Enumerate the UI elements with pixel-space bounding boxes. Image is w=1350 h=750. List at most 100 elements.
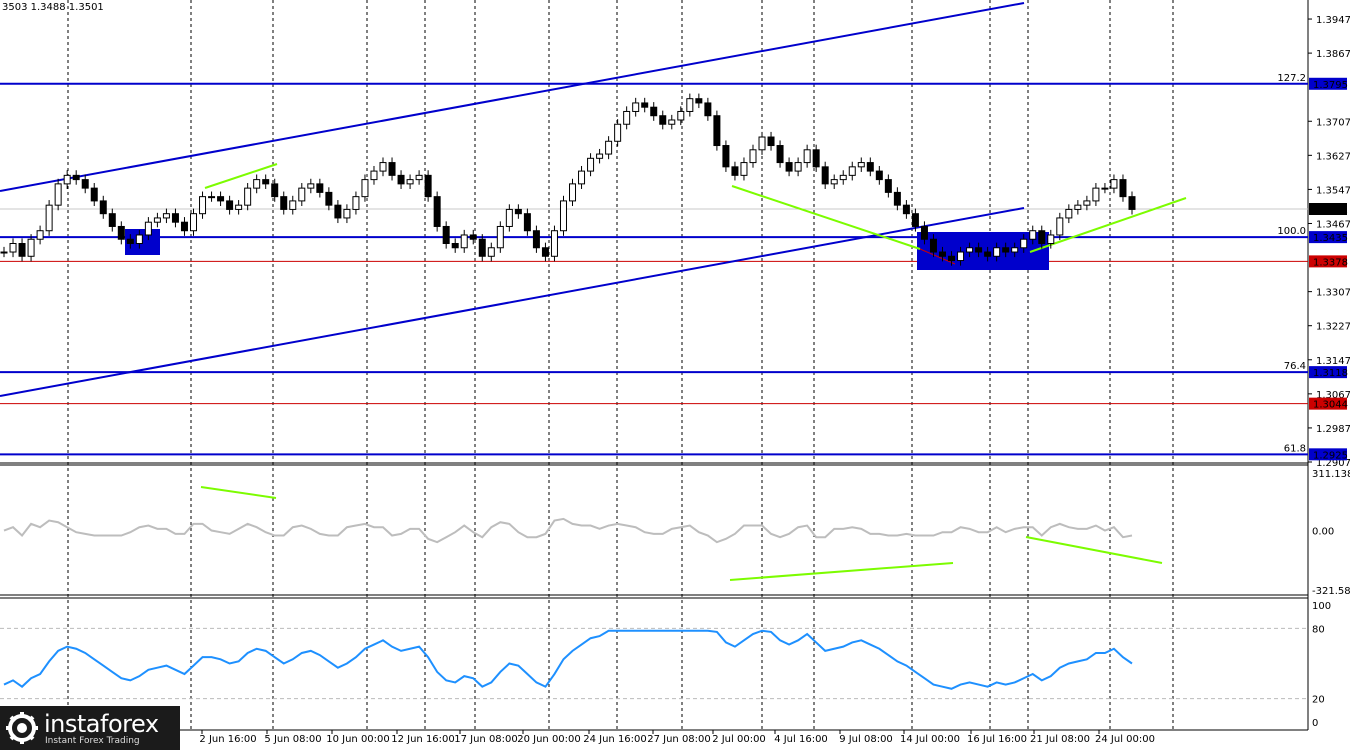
candle-body xyxy=(81,179,89,189)
candlesticks xyxy=(0,93,1136,266)
candle-body xyxy=(1110,179,1118,189)
candle-body xyxy=(740,162,748,176)
price-marker-box xyxy=(1309,366,1347,379)
rsi-tick-label: 80 xyxy=(1312,624,1325,635)
candle-body xyxy=(749,149,757,164)
price-marker-box xyxy=(1309,255,1347,268)
cci-polyline xyxy=(3,517,1133,544)
candle-body xyxy=(1128,196,1136,210)
candle-body xyxy=(605,140,613,155)
candle-body xyxy=(578,170,586,185)
candle-body xyxy=(262,179,270,185)
candle-body xyxy=(153,217,161,223)
price-tick-label: 1.3227 xyxy=(1316,322,1350,333)
candle-body xyxy=(523,213,531,232)
candle-body xyxy=(199,196,207,215)
price-tick-label: 1.3627 xyxy=(1316,151,1350,162)
candle-body xyxy=(352,196,360,210)
price-tick-label: 1.3867 xyxy=(1316,49,1350,60)
grid-lines xyxy=(0,0,1309,731)
candle-body xyxy=(948,255,956,262)
candle-body xyxy=(911,213,919,227)
candle-body xyxy=(785,162,793,172)
candle-body xyxy=(487,247,495,257)
candle-body xyxy=(1119,179,1127,198)
candle-body xyxy=(884,179,892,193)
candle-body xyxy=(117,225,125,240)
candle-body xyxy=(993,247,1001,257)
candle-body xyxy=(541,247,549,257)
price-marker-box xyxy=(1309,77,1347,90)
candle-body xyxy=(126,238,134,244)
time-tick-label: 27 Jun 08:00 xyxy=(647,734,711,745)
candle-body xyxy=(171,213,179,223)
channel-upper-line xyxy=(0,2,1025,192)
candle-body xyxy=(253,179,261,189)
candle-body xyxy=(713,115,721,147)
logo-gear-icon xyxy=(6,712,38,744)
rsi-tick-label: 20 xyxy=(1312,695,1325,706)
candle-body xyxy=(190,213,198,232)
price-tick-label: 1.3547 xyxy=(1316,185,1350,196)
rsi-tick-label: 100 xyxy=(1312,601,1331,612)
candle-body xyxy=(388,162,396,176)
candle-body xyxy=(478,238,486,257)
candle-body xyxy=(902,204,910,215)
candle-body xyxy=(316,183,324,193)
candle-body xyxy=(839,174,847,181)
price-tick-label: 1.2987 xyxy=(1316,424,1350,435)
price-marker-label: 1.3435 xyxy=(1313,233,1348,244)
time-tick-label: 4 Jul 16:00 xyxy=(774,734,828,745)
candle-body xyxy=(587,157,595,172)
candle-body xyxy=(424,174,432,198)
candle-body xyxy=(135,234,143,244)
time-tick-label: 24 Jul 00:00 xyxy=(1095,734,1155,745)
candle-body xyxy=(1092,187,1100,202)
candle-body xyxy=(1011,247,1019,253)
candle-body xyxy=(9,243,17,253)
candle-body xyxy=(569,183,577,202)
time-tick-label: 2 Jun 16:00 xyxy=(199,734,256,745)
fib-level-label: 100.0 xyxy=(1277,226,1306,237)
candle-body xyxy=(1002,247,1010,253)
candle-body xyxy=(929,238,937,253)
price-marker-label: 1.3118 xyxy=(1313,368,1348,379)
rsi-line xyxy=(3,629,1133,690)
price-tick-label: 1.3067 xyxy=(1316,390,1350,401)
candle-body xyxy=(514,208,522,215)
cci-tick-label: 311.138 xyxy=(1312,469,1350,480)
candle-body xyxy=(325,191,333,206)
time-tick-label: 17 Jun 08:00 xyxy=(454,734,518,745)
candle-body xyxy=(677,110,685,121)
candle-body xyxy=(623,110,631,125)
candle-body xyxy=(361,179,369,198)
rsi-tick-label: 0 xyxy=(1312,718,1318,729)
candle-body xyxy=(36,230,44,240)
candle-body xyxy=(659,115,667,125)
candle-body xyxy=(731,166,739,176)
candle-body xyxy=(451,243,459,249)
candle-body xyxy=(397,174,405,185)
cci-divergence-line xyxy=(200,486,277,499)
price-tick-label: 1.2907 xyxy=(1316,458,1350,469)
candle-body xyxy=(938,251,946,257)
candle-body xyxy=(72,174,80,181)
candle-body xyxy=(280,196,288,210)
consolidation-box xyxy=(917,232,1049,270)
fib-level-label: 127.2 xyxy=(1277,73,1306,84)
candle-body xyxy=(415,174,423,181)
candle-body xyxy=(550,230,558,257)
candle-body xyxy=(370,170,378,181)
time-tick-label: 20 Jun 00:00 xyxy=(517,734,581,745)
candle-body xyxy=(235,204,243,210)
candle-body xyxy=(957,251,965,262)
fib-level-label: 76.4 xyxy=(1284,361,1306,372)
candle-body xyxy=(668,119,676,125)
candle-body xyxy=(469,234,477,240)
candle-body xyxy=(857,162,865,168)
rsi-polyline xyxy=(3,629,1133,690)
fib-level-label: 61.8 xyxy=(1284,443,1306,454)
cci-divergence-line xyxy=(729,562,954,581)
logo-name: instaforex xyxy=(44,710,159,738)
